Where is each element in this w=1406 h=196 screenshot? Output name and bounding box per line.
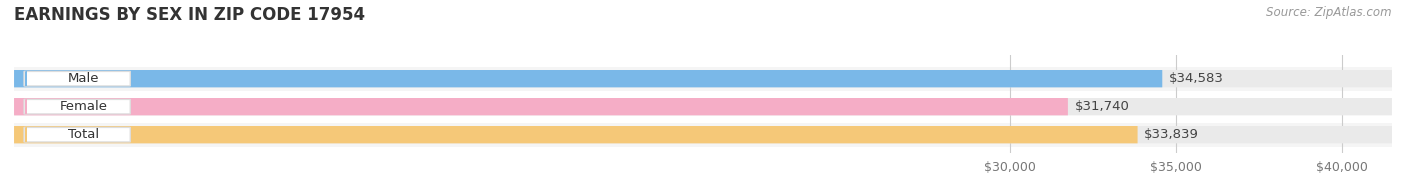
FancyBboxPatch shape	[14, 123, 1392, 147]
FancyBboxPatch shape	[24, 71, 131, 86]
FancyBboxPatch shape	[24, 99, 131, 114]
FancyBboxPatch shape	[14, 126, 1392, 143]
Text: Female: Female	[60, 100, 108, 113]
FancyBboxPatch shape	[24, 127, 131, 142]
FancyBboxPatch shape	[14, 126, 1137, 143]
FancyBboxPatch shape	[14, 70, 1392, 87]
FancyBboxPatch shape	[14, 98, 1392, 115]
Text: Source: ZipAtlas.com: Source: ZipAtlas.com	[1267, 6, 1392, 19]
Text: $34,583: $34,583	[1168, 72, 1223, 85]
Text: Male: Male	[67, 72, 100, 85]
Text: $31,740: $31,740	[1074, 100, 1129, 113]
Text: Total: Total	[69, 128, 100, 141]
FancyBboxPatch shape	[14, 70, 1163, 87]
FancyBboxPatch shape	[14, 98, 1069, 115]
Text: EARNINGS BY SEX IN ZIP CODE 17954: EARNINGS BY SEX IN ZIP CODE 17954	[14, 6, 366, 24]
FancyBboxPatch shape	[14, 95, 1392, 119]
Text: $33,839: $33,839	[1144, 128, 1199, 141]
FancyBboxPatch shape	[14, 67, 1392, 91]
